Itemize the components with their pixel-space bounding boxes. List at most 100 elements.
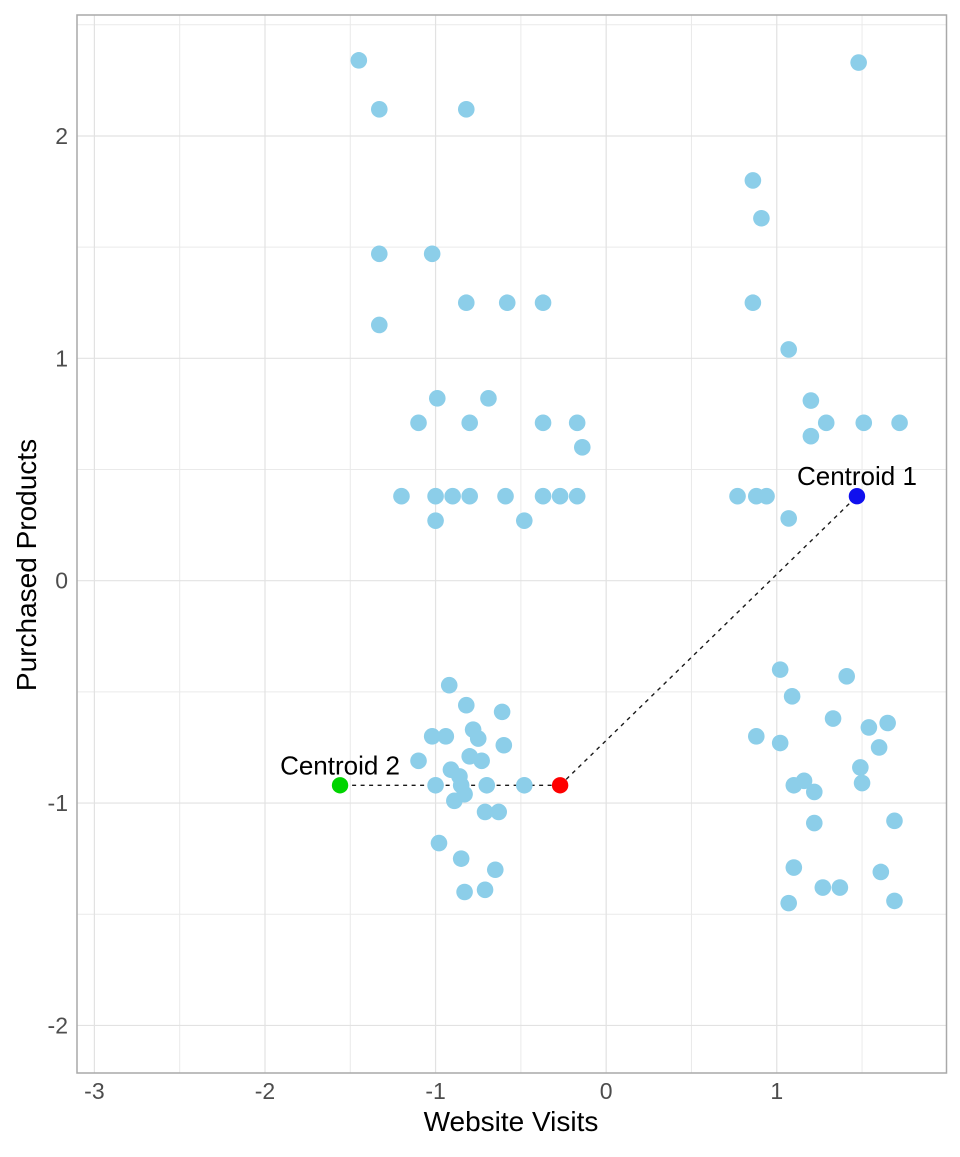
data-point (457, 294, 475, 312)
data-point (780, 341, 798, 358)
data-point (805, 783, 823, 801)
data-point (427, 512, 444, 529)
data-point (393, 487, 410, 505)
data-point (744, 172, 762, 189)
data-point (427, 487, 444, 505)
highlighted-point (551, 777, 569, 794)
data-point (495, 736, 513, 754)
data-point (573, 438, 591, 456)
data-point (891, 414, 908, 432)
data-point (446, 792, 463, 810)
data-point (423, 245, 441, 263)
x-tick-label: 0 (600, 1078, 613, 1104)
data-point (824, 710, 842, 727)
data-point (497, 487, 514, 505)
data-point (478, 776, 496, 794)
data-point (817, 414, 835, 432)
data-point (457, 100, 475, 118)
data-point (534, 294, 552, 312)
data-point (886, 892, 903, 910)
data-point (872, 863, 890, 881)
data-point (515, 776, 533, 794)
data-point (879, 714, 896, 732)
x-tick-label: 1 (770, 1078, 783, 1104)
data-point (534, 414, 552, 432)
data-point (428, 390, 446, 407)
data-point (440, 676, 458, 694)
data-point (486, 861, 504, 879)
data-point (568, 414, 586, 432)
data-point (444, 487, 461, 505)
data-point (855, 414, 873, 432)
centroid-2-point (331, 777, 349, 794)
data-point (490, 803, 507, 821)
data-point (350, 52, 368, 69)
data-point (476, 881, 494, 899)
y-tick-label: 1 (55, 345, 68, 371)
data-point (515, 512, 533, 529)
axis-tick-labels: -3 -2 -1 0 1 2 1 0 -1 -2 (48, 123, 784, 1104)
data-point (370, 245, 388, 263)
data-point (785, 776, 803, 794)
data-point (853, 774, 871, 792)
data-point (805, 814, 823, 832)
data-point (456, 883, 473, 901)
data-point (771, 661, 789, 678)
data-point (780, 894, 798, 912)
data-point (860, 719, 878, 736)
data-point (771, 734, 789, 752)
y-axis-title: Purchased Products (11, 439, 42, 691)
data-point (480, 390, 497, 407)
data-point (493, 703, 511, 721)
data-point (551, 487, 569, 505)
data-point (753, 209, 770, 227)
y-tick-label: -1 (48, 790, 68, 816)
data-point (783, 688, 801, 705)
data-point (568, 487, 586, 505)
data-point (410, 414, 427, 432)
data-point (831, 879, 849, 896)
data-point (457, 696, 475, 714)
centroid-1-point (848, 487, 866, 505)
x-tick-label: -2 (255, 1078, 275, 1104)
data-point (758, 487, 775, 505)
data-point (744, 294, 762, 312)
minor-grid-lines (77, 15, 947, 1073)
distance-line (559, 495, 858, 786)
x-tick-label: -3 (84, 1078, 104, 1104)
data-point (452, 850, 470, 867)
centroid-2-label: Centroid 2 (280, 750, 400, 780)
centroids (331, 487, 866, 794)
data-point (469, 730, 487, 747)
data-point (370, 316, 388, 334)
data-point (437, 728, 455, 745)
data-point (476, 803, 494, 821)
data-points (350, 52, 908, 912)
data-point (534, 487, 552, 505)
y-tick-label: -2 (48, 1012, 68, 1038)
data-point (838, 668, 856, 685)
data-point (785, 859, 803, 876)
data-point (814, 879, 832, 896)
data-point (427, 776, 444, 794)
data-point (430, 834, 448, 852)
panel-border (76, 14, 948, 1074)
data-point (747, 728, 765, 745)
data-point (461, 487, 478, 505)
x-tick-label: -1 (425, 1078, 445, 1104)
data-point (423, 728, 441, 745)
data-point (498, 294, 516, 312)
x-axis-title: Website Visits (424, 1106, 599, 1137)
data-point (886, 812, 903, 830)
data-point (780, 510, 798, 527)
y-tick-label: 2 (55, 123, 68, 149)
data-point (410, 752, 427, 770)
data-point (870, 739, 888, 756)
centroid-1-label: Centroid 1 (797, 461, 917, 491)
centroid-labels: Centroid 1 Centroid 2 (280, 461, 917, 780)
data-point (370, 100, 388, 118)
data-point (802, 427, 820, 445)
data-point (729, 487, 746, 505)
